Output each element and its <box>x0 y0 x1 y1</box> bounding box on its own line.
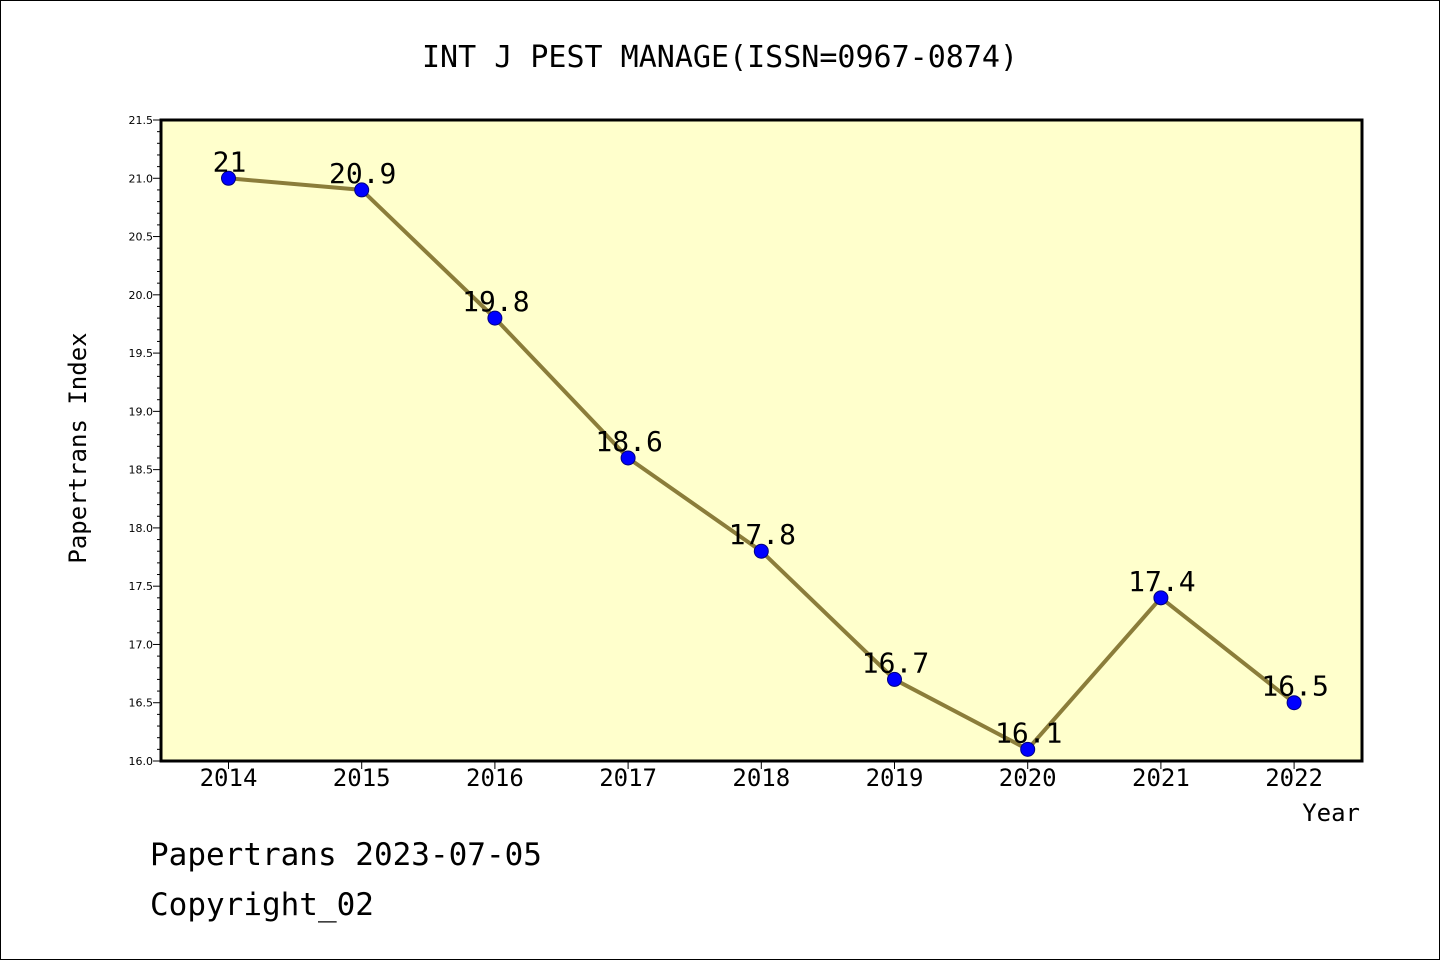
y-tick-label: 17.0 <box>129 638 154 651</box>
y-tick-label: 19.5 <box>129 347 154 360</box>
x-tick-label: 2020 <box>999 764 1057 792</box>
x-tick-label: 2019 <box>866 764 924 792</box>
data-point <box>1020 741 1036 757</box>
y-tick-label: 20.0 <box>129 289 154 302</box>
footer-copyright: Copyright_02 <box>150 887 374 923</box>
y-axis: 16.0 16.5 17.0 17.5 18.0 18.5 19.0 19.5 20.0 20.5… <box>129 114 161 768</box>
data-label: 18.6 <box>595 425 662 458</box>
chart-title: INT J PEST MANAGE(ISSN=0967-0874) <box>422 40 1018 75</box>
x-tick-label: 2015 <box>333 764 391 792</box>
y-tick-label: 16.5 <box>129 697 154 710</box>
y-tick-label: 18.5 <box>129 464 154 477</box>
data-point <box>620 450 636 466</box>
x-axis-label: Year <box>1302 799 1360 827</box>
data-label: 16.7 <box>862 646 929 679</box>
data-label: 16.5 <box>1261 670 1328 703</box>
x-tick-label: 2018 <box>732 764 790 792</box>
data-point <box>487 310 503 326</box>
footer-date: Papertrans 2023-07-05 <box>150 837 542 873</box>
data-label: 17.8 <box>729 518 796 551</box>
data-markers <box>221 170 1302 757</box>
y-tick-label: 16.0 <box>129 755 154 768</box>
x-axis: 2014 2015 2016 2017 2018 2019 2020 2021 2022 <box>200 761 1323 792</box>
data-label: 21 <box>213 145 247 178</box>
x-tick-label: 2014 <box>200 764 258 792</box>
x-tick-label: 2021 <box>1132 764 1190 792</box>
data-label: 19.8 <box>462 285 529 318</box>
data-label: 20.9 <box>329 157 396 190</box>
y-tick-label: 19.0 <box>129 405 154 418</box>
y-tick-label: 21.5 <box>129 114 154 127</box>
x-tick-label: 2016 <box>466 764 524 792</box>
data-point <box>753 543 769 559</box>
x-tick-label: 2022 <box>1265 764 1323 792</box>
data-labels: 21 20.9 19.8 18.6 17.8 16.7 16.1 17.4 16.5 <box>213 145 1329 749</box>
data-point <box>1286 695 1302 711</box>
y-tick-label: 21.0 <box>129 172 154 185</box>
data-point <box>221 170 236 186</box>
data-label: 16.1 <box>995 716 1062 749</box>
data-label: 17.4 <box>1128 565 1195 598</box>
y-tick-label: 20.5 <box>129 231 154 244</box>
plot-area <box>159 118 1364 763</box>
data-point <box>887 671 902 687</box>
y-axis-label: Papertrans Index <box>64 332 92 563</box>
y-tick-label: 17.5 <box>129 580 154 593</box>
data-point <box>1153 590 1169 606</box>
y-tick-label: 18.0 <box>129 522 154 535</box>
x-tick-label: 2017 <box>599 764 657 792</box>
data-point <box>354 182 370 198</box>
